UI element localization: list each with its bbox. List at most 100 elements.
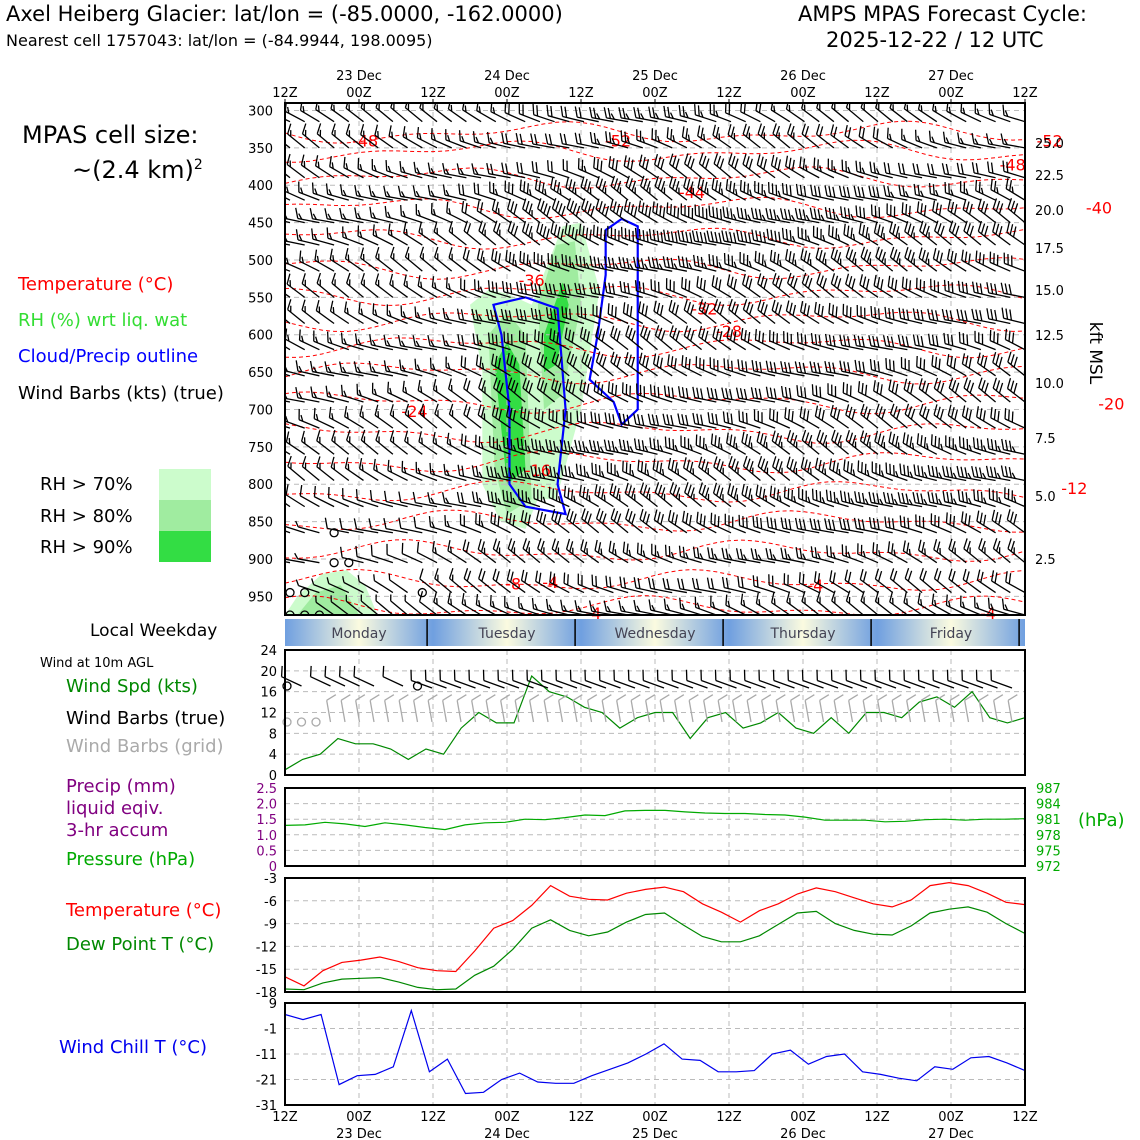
barb-flag	[848, 275, 853, 287]
barb-flag	[506, 352, 510, 364]
barb-flag	[557, 513, 562, 525]
wind-barb	[516, 161, 541, 179]
barb-flag	[951, 380, 957, 391]
barb-flag	[414, 358, 417, 370]
barb-flag	[947, 281, 950, 292]
wind-barb	[581, 351, 600, 377]
barb-flag	[462, 247, 467, 259]
barb-flag	[504, 466, 509, 478]
barb-flag	[620, 130, 623, 142]
barb-flag	[884, 306, 887, 318]
barb-flag	[538, 283, 542, 295]
barb-flag	[698, 456, 703, 468]
barb-flag	[609, 576, 612, 588]
barb-flag	[954, 382, 960, 394]
barb-flag	[938, 437, 941, 449]
barb-staff	[417, 552, 438, 564]
barb-flag	[510, 223, 516, 234]
barb-flag	[788, 387, 792, 399]
barb-flag	[626, 440, 630, 452]
barb-flag	[479, 202, 484, 214]
barb-flag	[684, 111, 689, 119]
wind-barb	[625, 508, 644, 534]
barb-flag	[507, 377, 513, 389]
wind-barb	[445, 129, 467, 149]
barb-flag	[544, 282, 549, 294]
wind-barb	[534, 329, 555, 351]
barb-flag	[1007, 351, 1012, 363]
barb-flag	[520, 569, 525, 581]
barb-flag	[596, 441, 601, 452]
wind-barb	[801, 429, 820, 455]
wind-barb	[473, 182, 497, 201]
barb-flag	[652, 229, 656, 241]
barb-flag	[902, 540, 906, 552]
wind-barb	[682, 510, 702, 534]
wind-barb	[360, 594, 379, 616]
barb-flag	[772, 554, 777, 561]
barb-flag	[984, 382, 989, 394]
barb-flag	[942, 490, 946, 502]
barb-flag	[561, 254, 564, 265]
wind-barb	[316, 456, 335, 481]
barb-flag	[957, 280, 961, 292]
barb-flag	[535, 570, 538, 582]
wind-barb	[295, 360, 320, 377]
barb-flag	[958, 436, 961, 448]
wind-barb	[918, 247, 938, 272]
wind-barb	[624, 482, 644, 508]
barb-flag	[931, 309, 935, 321]
barb-flag	[936, 570, 942, 582]
wind-barb	[809, 361, 835, 377]
barb-flag	[878, 249, 883, 260]
wind-barb	[665, 278, 688, 298]
wind-barb	[883, 185, 908, 201]
barb-flag	[570, 472, 575, 479]
barb-flag	[902, 308, 906, 320]
barb-flag	[971, 281, 975, 293]
barb-flag	[546, 104, 549, 116]
wind-barb	[579, 379, 600, 403]
wind-barb	[710, 512, 732, 534]
barb-staff	[285, 425, 291, 429]
barb-flag	[554, 353, 560, 365]
barb-flag	[580, 539, 585, 551]
barb-flag	[563, 440, 567, 452]
barb-flag	[648, 106, 652, 118]
barb-flag	[1000, 133, 1004, 145]
barb-flag	[932, 184, 935, 195]
barb-flag	[281, 520, 283, 526]
barb-flag	[417, 275, 421, 287]
wind-barb	[841, 544, 864, 564]
barb-flag	[917, 592, 921, 604]
barb-flag	[345, 163, 349, 170]
barb-flag	[732, 182, 736, 194]
barb-flag	[962, 107, 966, 115]
wind-barb	[433, 221, 453, 246]
wind-barb	[723, 358, 746, 377]
barb-flag	[605, 575, 608, 587]
barb-flag	[787, 488, 790, 500]
barb-flag	[551, 378, 556, 389]
barb-flag	[480, 541, 485, 552]
wind-barb	[309, 360, 335, 377]
barb-flag	[772, 456, 777, 467]
barb-flag	[666, 414, 670, 426]
barb-flag	[936, 380, 942, 391]
barb-flag	[726, 432, 729, 444]
barb-flag	[1009, 224, 1014, 235]
wind-barb	[1004, 487, 1026, 508]
barb-flag	[1010, 380, 1015, 392]
barb-flag	[833, 249, 839, 261]
wind-barb	[708, 205, 732, 224]
wind-barb	[713, 153, 732, 179]
barb-flag	[872, 335, 876, 347]
wind-barb	[574, 132, 599, 149]
barb-flag	[973, 489, 976, 501]
wind-barb	[486, 490, 511, 508]
wind-barb	[930, 434, 952, 455]
barb-flag	[626, 137, 631, 144]
barb-flag	[485, 309, 490, 320]
wind-barb	[417, 275, 438, 298]
barb-flag	[645, 487, 651, 499]
